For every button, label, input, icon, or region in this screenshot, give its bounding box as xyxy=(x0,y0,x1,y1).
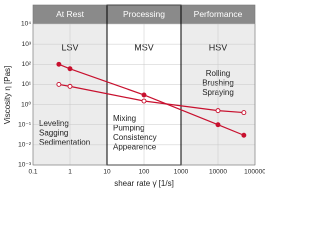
data-point xyxy=(215,108,221,114)
data-point xyxy=(141,98,147,104)
page: Viscosity η [Pas] shear rate γ̇ [1/s] At… xyxy=(3,4,265,189)
region-header: At Rest xyxy=(56,9,85,19)
y-tick-label: 10² xyxy=(22,61,32,68)
region-text: Appearence xyxy=(113,143,157,152)
y-tick-label: 10³ xyxy=(22,41,32,48)
y-axis-title: Viscosity η [Pas] xyxy=(3,66,12,125)
x-tick-label: 1 xyxy=(68,169,72,176)
region-text: Pumping xyxy=(113,124,145,133)
data-point xyxy=(241,132,247,138)
y-tick-label: 10⁰ xyxy=(21,100,31,108)
region-header: Processing xyxy=(123,9,165,19)
region-text: Sagging xyxy=(39,129,68,138)
data-point xyxy=(67,83,73,89)
data-point xyxy=(241,110,247,116)
region-text: Leveling xyxy=(39,119,69,128)
x-tick-label: 100000 xyxy=(244,169,265,176)
y-tick-label: 10¹ xyxy=(22,81,32,88)
data-point xyxy=(215,122,221,128)
data-point xyxy=(56,61,62,67)
x-tick-label: 100 xyxy=(139,169,150,176)
y-tick-label: 10⁻¹ xyxy=(18,121,32,128)
data-point xyxy=(141,92,147,98)
x-tick-label: 10000 xyxy=(209,169,227,176)
header-band xyxy=(107,5,181,24)
x-tick-label: 0.1 xyxy=(28,169,37,176)
y-tick-label: 10⁴ xyxy=(21,21,31,28)
x-tick-label: 10 xyxy=(103,169,111,176)
region-header: Performance xyxy=(194,9,243,19)
chart: Viscosity η [Pas] shear rate γ̇ [1/s] At… xyxy=(3,4,265,188)
y-tick-label: 10⁻² xyxy=(18,142,32,149)
data-point xyxy=(56,81,62,87)
region-text: Sedimentation xyxy=(39,138,90,147)
y-tick-label: 10⁻³ xyxy=(18,162,32,169)
plot-frame xyxy=(32,4,256,166)
data-point xyxy=(67,66,73,72)
region-text: Consistency xyxy=(113,133,157,142)
x-tick-label: 1000 xyxy=(174,169,189,176)
header-band xyxy=(181,5,255,24)
header-band xyxy=(33,5,107,24)
x-axis-title: shear rate γ̇ [1/s] xyxy=(114,179,174,188)
region-text: Mixing xyxy=(113,114,136,123)
